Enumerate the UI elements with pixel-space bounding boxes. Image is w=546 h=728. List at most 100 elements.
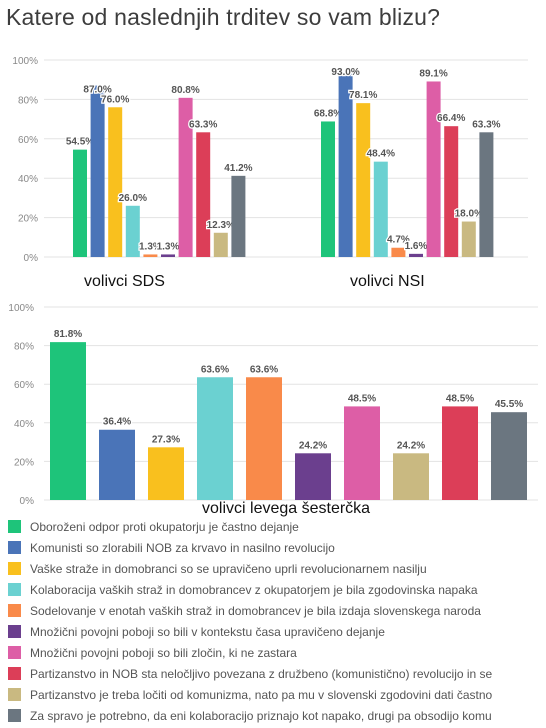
legend-item: Partizanstvo in NOB sta neločljivo povez…	[8, 663, 544, 684]
bottom-data-label: 36.4%	[103, 417, 131, 428]
legend-item: Partizanstvo je treba ločiti od komunizm…	[8, 684, 544, 705]
bottom-data-label: 24.2%	[397, 440, 425, 451]
top-data-label: 78.1%	[349, 90, 377, 101]
legend-item: Komunisti so zlorabili NOB za krvavo in …	[8, 537, 544, 558]
top-bar	[231, 175, 246, 257]
legend-label: Partizanstvo in NOB sta neločljivo povez…	[30, 666, 493, 681]
top-data-label: 80.8%	[171, 85, 199, 96]
bottom-bar	[393, 453, 429, 500]
bottom-bar	[197, 377, 233, 500]
bottom-data-label: 24.2%	[299, 440, 327, 451]
top-bar	[161, 254, 175, 257]
top-data-label: 26.0%	[119, 193, 147, 204]
bottom-data-label: 48.5%	[348, 393, 376, 404]
legend-label: Sodelovanje v enotah vaških straž in dom…	[30, 603, 481, 618]
bottom-bar	[50, 342, 86, 500]
top-bar	[108, 107, 123, 257]
bottom-bar	[99, 429, 135, 500]
legend-item: Množični povojni poboji so bili v kontek…	[8, 621, 544, 642]
bottom-y-tick-label: 0%	[20, 496, 35, 505]
legend-item: Za spravo je potrebno, da eni kolaboraci…	[8, 705, 544, 726]
bottom-y-tick-label: 80%	[14, 342, 34, 353]
legend-swatch	[8, 604, 21, 617]
legend-label: Komunisti so zlorabili NOB za krvavo in …	[30, 540, 335, 555]
legend-swatch	[8, 688, 21, 701]
top-bar	[338, 73, 353, 257]
top-data-label: 48.4%	[367, 149, 395, 160]
top-bar	[196, 132, 211, 257]
legend-label: Množični povojni poboji so bili zločin, …	[30, 645, 297, 660]
top-bar	[213, 232, 228, 257]
legend-label: Vaške straže in domobranci so se upravič…	[30, 561, 427, 576]
top-data-label: 63.3%	[189, 119, 217, 130]
legend-swatch	[8, 520, 21, 533]
top-data-label: 93.0%	[331, 67, 359, 78]
bottom-data-label: 27.3%	[152, 434, 180, 445]
legend-label: Partizanstvo je treba ločiti od komunizm…	[30, 687, 493, 702]
bar-chart-bottom: 0% 20% 40% 60% 80% 100% 81.8% 36.4% 27.3% 63.6% 63…	[8, 303, 538, 505]
top-data-label: 54.5%	[66, 137, 94, 148]
top-bar	[461, 221, 476, 257]
top-data-label: 66.4%	[437, 113, 465, 124]
bottom-data-label: 63.6%	[201, 364, 229, 375]
bottom-bar	[246, 377, 282, 500]
bottom-data-label: 48.5%	[446, 393, 474, 404]
legend-item: Sodelovanje v enotah vaških straž in dom…	[8, 600, 544, 621]
top-y-tick-label: 100%	[12, 56, 38, 67]
legend-item: Vaške straže in domobranci so se upravič…	[8, 558, 544, 579]
top-bar	[426, 81, 441, 258]
top-data-label: 12.3%	[207, 220, 235, 231]
legend-swatch	[8, 646, 21, 659]
top-data-label: 41.2%	[224, 163, 252, 174]
chart-title: Katere od naslednjih trditev so vam bliz…	[6, 4, 441, 30]
top-bar	[409, 253, 423, 257]
legend-label: Oboroženi odpor proti okupatorju je čast…	[30, 519, 299, 534]
bottom-bar	[344, 406, 380, 500]
top-data-label: 1.3%	[157, 241, 180, 252]
legend-item: Oboroženi odpor proti okupatorju je čast…	[8, 516, 544, 537]
legend-label: Množični povojni poboji so bili v kontek…	[30, 624, 385, 639]
top-y-tick-label: 40%	[18, 174, 38, 185]
top-bar	[356, 103, 371, 257]
top-y-tick-label: 20%	[18, 214, 38, 225]
top-data-label: 1.6%	[405, 241, 428, 252]
bottom-bar	[442, 406, 478, 500]
legend-swatch	[8, 667, 21, 680]
top-y-tick-label: 80%	[18, 95, 38, 106]
legend-label: Za spravo je potrebno, da eni kolaboraci…	[30, 708, 492, 723]
legend: Oboroženi odpor proti okupatorju je čast…	[8, 516, 544, 726]
bottom-bar	[491, 412, 527, 500]
bar-chart-top: 0% 20% 40% 60% 80% 100% 54.5% 87.0%76.0% 26.0% 1.…	[12, 56, 528, 264]
bottom-y-tick-label: 40%	[14, 419, 34, 430]
top-data-label: 63.3%	[472, 119, 500, 130]
legend-item: Množični povojni poboji so bili zločin, …	[8, 642, 544, 663]
top-y-tick-label: 0%	[24, 253, 39, 264]
bottom-bar	[295, 453, 331, 500]
top-data-label: 68.8%	[314, 108, 342, 119]
top-bar	[444, 126, 459, 257]
bottom-data-label: 63.6%	[250, 364, 278, 375]
bottom-y-tick-label: 100%	[8, 303, 34, 314]
top-bar	[143, 254, 158, 257]
bottom-y-tick-label: 20%	[14, 457, 34, 468]
top-bar	[125, 205, 140, 257]
top-bar	[391, 247, 406, 257]
group-label-sds: volivci SDS	[84, 273, 165, 290]
legend-item: Kolaboracija vaških straž in domobrancev…	[8, 579, 544, 600]
group-label-levi: volivci levega šesterčka	[202, 500, 371, 517]
legend-swatch	[8, 709, 21, 722]
bottom-y-tick-label: 60%	[14, 380, 34, 391]
top-y-tick-label: 60%	[18, 135, 38, 146]
legend-swatch	[8, 625, 21, 638]
top-data-label: 87.0%	[83, 85, 111, 96]
bottom-bar	[148, 447, 184, 500]
top-bar	[479, 132, 494, 257]
top-bar	[90, 85, 105, 257]
legend-label: Kolaboracija vaških straž in domobrancev…	[30, 582, 478, 597]
legend-swatch	[8, 562, 21, 575]
top-bar	[321, 121, 335, 258]
top-data-label: 4.7%	[387, 235, 410, 246]
top-data-label: 18.0%	[455, 209, 483, 220]
top-bar	[373, 161, 388, 257]
legend-swatch	[8, 583, 21, 596]
